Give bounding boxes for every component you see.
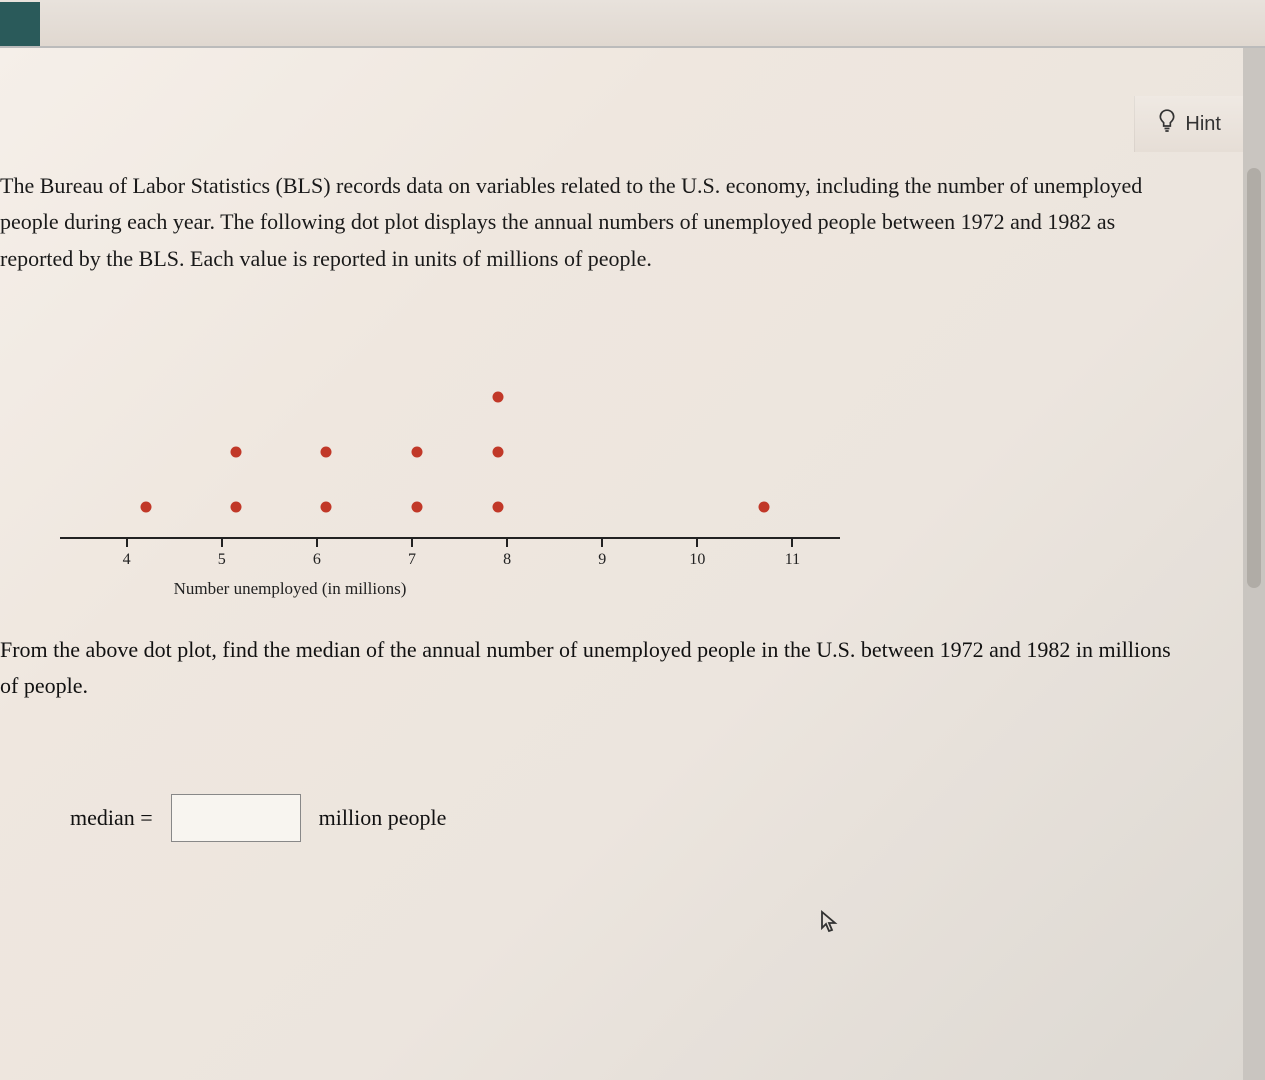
lightbulb-icon bbox=[1157, 108, 1177, 140]
cursor-icon bbox=[820, 910, 838, 934]
median-input[interactable] bbox=[171, 794, 301, 842]
x-tick-label: 9 bbox=[598, 551, 606, 569]
question-followup-text: From the above dot plot, find the median… bbox=[0, 607, 1230, 705]
question-intro-text: The Bureau of Labor Statistics (BLS) rec… bbox=[0, 168, 1200, 277]
x-tick-label: 5 bbox=[218, 551, 226, 569]
top-toolbar bbox=[0, 0, 1265, 48]
answer-label-before: median = bbox=[70, 805, 153, 831]
x-tick-label: 7 bbox=[408, 551, 416, 569]
x-tick bbox=[316, 537, 318, 547]
data-dot bbox=[321, 446, 332, 457]
x-axis-title: Number unemployed (in millions) bbox=[0, 579, 680, 599]
x-tick-label: 6 bbox=[313, 551, 321, 569]
data-dot bbox=[230, 501, 241, 512]
x-tick-label: 10 bbox=[689, 551, 705, 569]
data-dot bbox=[321, 501, 332, 512]
data-dot bbox=[492, 446, 503, 457]
x-tick-label: 11 bbox=[785, 551, 800, 569]
data-dot bbox=[492, 501, 503, 512]
x-tick-label: 4 bbox=[123, 551, 131, 569]
hint-button[interactable]: Hint bbox=[1134, 96, 1243, 152]
answer-label-after: million people bbox=[319, 805, 447, 831]
dot-plot: Number unemployed (in millions) 45678910… bbox=[60, 307, 840, 607]
toolbar-app-box[interactable] bbox=[0, 2, 40, 46]
x-tick bbox=[601, 537, 603, 547]
scrollbar-thumb[interactable] bbox=[1247, 168, 1261, 588]
x-tick bbox=[791, 537, 793, 547]
hint-label: Hint bbox=[1185, 113, 1221, 136]
x-tick bbox=[411, 537, 413, 547]
x-tick-label: 8 bbox=[503, 551, 511, 569]
x-tick bbox=[696, 537, 698, 547]
data-dot bbox=[758, 501, 769, 512]
answer-row: median = million people bbox=[70, 794, 1265, 842]
question-panel: Hint The Bureau of Labor Statistics (BLS… bbox=[0, 48, 1265, 1080]
x-axis-line bbox=[60, 537, 840, 539]
data-dot bbox=[411, 446, 422, 457]
scrollbar-track[interactable] bbox=[1243, 48, 1265, 1080]
x-tick bbox=[506, 537, 508, 547]
data-dot bbox=[140, 501, 151, 512]
data-dot bbox=[411, 501, 422, 512]
x-tick bbox=[221, 537, 223, 547]
data-dot bbox=[230, 446, 241, 457]
x-tick bbox=[126, 537, 128, 547]
data-dot bbox=[492, 391, 503, 402]
